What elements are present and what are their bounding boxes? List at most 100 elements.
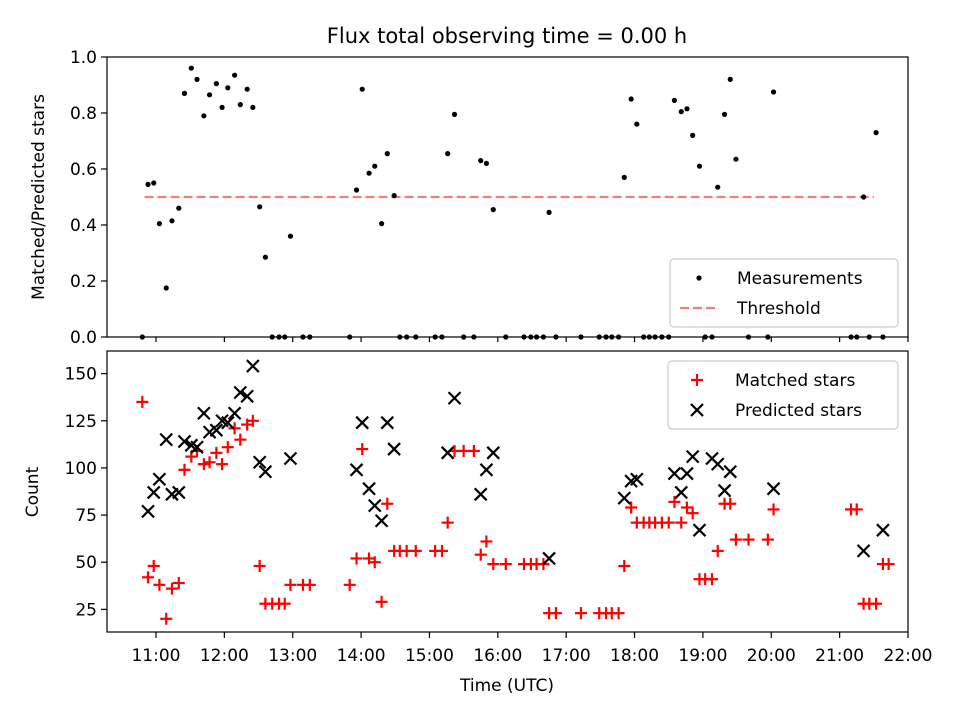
- x-b: [387, 442, 401, 456]
- x-b: [367, 498, 382, 513]
- predicted-star-point: [542, 551, 556, 566]
- predicted-star-point: [362, 481, 376, 496]
- matched-star-point: [136, 395, 149, 408]
- x-b: [692, 523, 707, 537]
- x-b: [362, 481, 376, 496]
- predicted-star-point: [152, 472, 167, 487]
- predicted-star-point: [367, 498, 382, 513]
- matched-star-point: [375, 595, 388, 608]
- matched-star-point: [850, 503, 863, 516]
- matched-star-point: [487, 558, 500, 571]
- x-b: [246, 359, 260, 373]
- predicted-star-point: [876, 523, 890, 537]
- x-b: [542, 551, 556, 566]
- bottom-legend-box: [667, 360, 899, 430]
- measurement-point: [206, 92, 213, 98]
- x-tick-label: 16:00: [473, 646, 522, 666]
- measurement-point: [225, 85, 231, 91]
- x-b: [717, 483, 732, 498]
- bottom-ticks: 25 50 75 100 125 150 11:00 12:00 13:00 14:00 15:00…: [65, 365, 933, 666]
- predicted-star-point: [246, 359, 260, 373]
- measurement-point: [490, 207, 496, 213]
- legend-matched-marker: [691, 374, 703, 386]
- predicted-star-point: [233, 385, 248, 400]
- measurement-point: [244, 86, 250, 92]
- legend-measurements-marker: [696, 275, 702, 281]
- measurement-point: [232, 72, 238, 78]
- matched-star-point: [343, 578, 356, 591]
- predicted-star-point: [473, 487, 488, 502]
- predicted-star-point: [440, 446, 455, 460]
- x-b: [380, 415, 395, 430]
- predicted-star-point: [680, 466, 694, 481]
- predicted-star-point: [380, 415, 395, 430]
- x-b: [227, 406, 242, 421]
- matched-star-point: [882, 558, 895, 571]
- matched-star-point: [761, 533, 774, 546]
- measurement-point: [684, 106, 690, 112]
- x-tick-label: 12:00: [200, 646, 249, 666]
- matched-star-point: [165, 582, 178, 595]
- matched-star-point: [409, 544, 422, 557]
- x-b: [473, 487, 488, 502]
- x-tick-label: 20:00: [747, 646, 796, 666]
- x-tick-label: 14:00: [337, 646, 386, 666]
- bottom-y-axis-label: Count: [23, 466, 43, 517]
- matched-star-point: [178, 463, 191, 476]
- top-axes-frame: [106, 56, 909, 338]
- matched-star-point: [381, 497, 394, 510]
- predicted-star-point: [355, 415, 370, 430]
- matched-star-point: [686, 507, 699, 520]
- measurement-point: [213, 81, 219, 87]
- measurement-point: [628, 96, 634, 102]
- matched-star-point: [675, 516, 688, 529]
- predicted-star-point: [209, 423, 224, 437]
- matched-star-point: [197, 458, 210, 471]
- matched-star-point: [203, 456, 216, 469]
- matched-star-point: [724, 497, 737, 510]
- matched-star-point: [457, 444, 470, 457]
- matched-star-point: [350, 552, 363, 565]
- top-y-tick-label: 0.4: [70, 216, 97, 236]
- predicted-star-point: [258, 464, 273, 479]
- matched-star-point: [284, 578, 297, 591]
- measurement-point: [384, 151, 390, 157]
- matched-star-point: [499, 558, 512, 571]
- matched-star-point: [480, 535, 493, 548]
- predicted-star-point: [283, 451, 298, 466]
- matched-star-point: [356, 443, 369, 456]
- matched-star-point: [153, 578, 166, 591]
- predicted-star-point: [486, 446, 501, 460]
- measurement-point: [621, 174, 627, 180]
- matched-star-point: [668, 495, 681, 508]
- matched-star-point: [474, 548, 487, 561]
- predicted-star-point: [387, 442, 401, 456]
- measurement-point: [237, 102, 243, 108]
- count-points: [136, 359, 895, 625]
- matched-star-point: [625, 501, 638, 514]
- predicted-star-point: [190, 440, 204, 454]
- x-tick-label: 22:00: [884, 646, 933, 666]
- bottom-y-tick-label: 50: [75, 553, 97, 573]
- predicted-star-point: [177, 434, 192, 449]
- measurement-point: [671, 97, 678, 103]
- top-y-tick-label: 0.0: [70, 328, 97, 348]
- x-b: [146, 485, 161, 500]
- measurement-point: [359, 86, 365, 92]
- matched-star-point: [278, 597, 291, 610]
- x-tick-label: 13:00: [268, 646, 317, 666]
- x-b: [172, 485, 186, 500]
- x-b: [447, 391, 462, 405]
- x-b: [630, 472, 644, 487]
- x-tick-label: 19:00: [678, 646, 727, 666]
- x-b: [220, 415, 235, 430]
- measurement-point: [194, 76, 200, 82]
- x-b: [283, 451, 298, 466]
- matched-star-point: [549, 607, 562, 620]
- matched-star-point: [142, 571, 155, 584]
- x-b: [374, 513, 389, 528]
- x-b: [215, 414, 229, 428]
- measurement-point: [145, 181, 151, 187]
- matched-star-point: [767, 503, 780, 516]
- matched-star-point: [172, 576, 185, 589]
